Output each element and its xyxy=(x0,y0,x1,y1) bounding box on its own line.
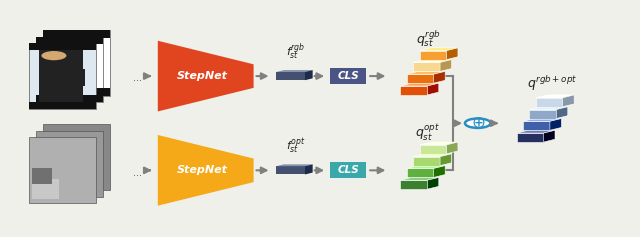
Polygon shape xyxy=(529,107,568,109)
Bar xyxy=(36,36,103,44)
Polygon shape xyxy=(413,62,440,71)
Polygon shape xyxy=(407,169,434,178)
Circle shape xyxy=(42,51,67,60)
Polygon shape xyxy=(428,83,439,95)
Polygon shape xyxy=(158,135,253,206)
Polygon shape xyxy=(447,48,458,59)
Text: ...: ... xyxy=(133,73,142,83)
Polygon shape xyxy=(407,71,445,74)
Bar xyxy=(43,124,110,190)
Bar xyxy=(39,50,83,102)
Polygon shape xyxy=(413,157,440,166)
Polygon shape xyxy=(276,166,305,174)
Polygon shape xyxy=(401,83,439,86)
Polygon shape xyxy=(420,145,447,154)
Polygon shape xyxy=(440,154,452,166)
FancyBboxPatch shape xyxy=(330,162,366,178)
Polygon shape xyxy=(420,51,447,59)
Polygon shape xyxy=(305,70,313,80)
Polygon shape xyxy=(434,166,445,178)
Polygon shape xyxy=(440,59,452,71)
Text: ...: ... xyxy=(133,168,142,178)
Polygon shape xyxy=(276,164,313,166)
Text: StepNet: StepNet xyxy=(177,71,228,81)
Polygon shape xyxy=(413,154,452,157)
Polygon shape xyxy=(407,74,434,83)
Bar xyxy=(43,30,110,96)
Text: StepNet: StepNet xyxy=(177,165,228,175)
Polygon shape xyxy=(516,133,543,142)
Polygon shape xyxy=(529,109,556,118)
Text: CLS: CLS xyxy=(337,71,359,81)
Bar xyxy=(43,30,110,38)
Bar xyxy=(36,131,103,197)
Polygon shape xyxy=(401,178,439,180)
Polygon shape xyxy=(543,130,555,142)
Polygon shape xyxy=(276,72,305,80)
Circle shape xyxy=(465,118,490,128)
Text: CLS: CLS xyxy=(337,165,359,175)
Polygon shape xyxy=(556,107,568,118)
Polygon shape xyxy=(536,98,563,107)
Bar xyxy=(43,88,110,96)
Polygon shape xyxy=(158,41,253,111)
Polygon shape xyxy=(447,142,458,154)
Text: $q_{st}^{rgb}$: $q_{st}^{rgb}$ xyxy=(415,28,440,49)
Polygon shape xyxy=(428,178,439,189)
Polygon shape xyxy=(434,71,445,83)
Polygon shape xyxy=(401,86,428,95)
Bar xyxy=(32,168,52,184)
Polygon shape xyxy=(523,121,550,130)
Bar xyxy=(32,179,59,199)
Polygon shape xyxy=(536,95,574,98)
Bar xyxy=(36,36,103,102)
Polygon shape xyxy=(550,118,561,130)
Polygon shape xyxy=(305,164,313,174)
FancyBboxPatch shape xyxy=(330,68,366,84)
Bar xyxy=(29,43,96,109)
Bar xyxy=(29,102,96,109)
Polygon shape xyxy=(413,59,452,62)
Text: $f_{st}^{opt}$: $f_{st}^{opt}$ xyxy=(286,137,305,156)
Polygon shape xyxy=(401,180,428,189)
Bar xyxy=(42,44,83,95)
Bar xyxy=(29,43,96,50)
Bar xyxy=(73,69,84,86)
Text: $q_{st}^{opt}$: $q_{st}^{opt}$ xyxy=(415,123,440,143)
Text: $\oplus$: $\oplus$ xyxy=(470,114,485,132)
Bar xyxy=(36,95,103,102)
Polygon shape xyxy=(276,70,313,72)
Polygon shape xyxy=(523,118,561,121)
Polygon shape xyxy=(407,166,445,169)
Polygon shape xyxy=(563,95,574,107)
Text: $q^{rgb+opt}$: $q^{rgb+opt}$ xyxy=(527,74,578,93)
Polygon shape xyxy=(516,130,555,133)
Bar xyxy=(29,137,96,203)
Polygon shape xyxy=(420,142,458,145)
Polygon shape xyxy=(420,48,458,51)
Text: $f_{st}^{rgb}$: $f_{st}^{rgb}$ xyxy=(286,41,305,62)
